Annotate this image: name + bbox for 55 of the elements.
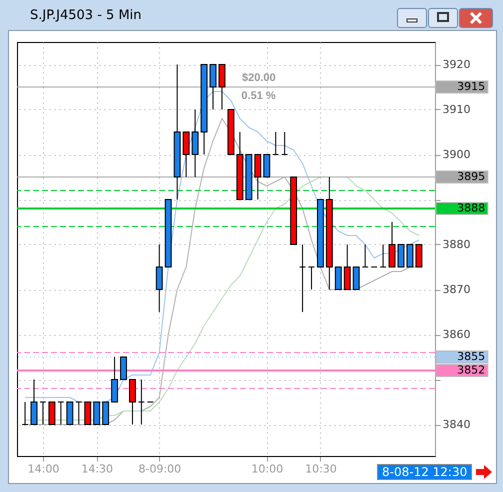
candlestick <box>334 266 342 290</box>
text: 8-08-12 12:30 <box>377 464 472 480</box>
y-tick-label: 3910 <box>442 103 470 116</box>
ref-line-label: 3915 <box>457 80 486 93</box>
candlestick <box>308 266 315 290</box>
candlestick <box>388 222 396 268</box>
candlestick <box>398 244 404 268</box>
candlestick <box>352 266 360 290</box>
candlestick <box>156 244 163 312</box>
candlestick <box>30 379 38 425</box>
candlestick <box>40 402 46 425</box>
candlestick <box>120 356 127 380</box>
annotation: 0.51 % <box>241 90 276 102</box>
y-tick-label: 3840 <box>442 418 470 431</box>
candlestick <box>138 379 145 425</box>
y-tick-label: 3860 <box>442 328 470 341</box>
y-tick-label: 3880 <box>442 238 470 251</box>
candlestick <box>192 109 199 178</box>
candlestick <box>362 244 369 268</box>
candlestick <box>263 154 270 178</box>
y-tick-label: 3920 <box>442 58 470 71</box>
candlestick <box>57 402 64 425</box>
candlestick <box>254 154 262 200</box>
candlestick <box>111 356 118 402</box>
candlestick <box>218 64 226 110</box>
y-tick-label: 3900 <box>442 148 470 161</box>
candlestick <box>75 402 82 425</box>
ref-line-label: 3895 <box>457 170 486 183</box>
candlestick <box>406 244 414 268</box>
candlestick <box>102 402 110 425</box>
candlestick <box>210 64 216 110</box>
x-tick-label: 10:00 <box>251 462 284 476</box>
y-tick-label: 3870 <box>442 283 470 296</box>
candlestick <box>93 402 100 425</box>
ref-line-label: 3855 <box>457 350 486 363</box>
candlestick <box>84 402 92 425</box>
candlestick <box>380 244 387 268</box>
chart-title: S.JP.J4503 - 5 Min <box>30 8 142 23</box>
ref-line-label: 3888 <box>457 202 486 214</box>
candlestick <box>129 379 136 425</box>
x-tick-label: 14:30 <box>81 462 114 476</box>
candlestick <box>281 132 288 155</box>
ref-line-label: 3852 <box>457 364 486 376</box>
candlestick <box>48 402 56 425</box>
x-tick-label: 8-09:00 <box>138 462 182 476</box>
candlestick <box>344 244 351 290</box>
candlestick <box>22 402 29 425</box>
candlestick <box>299 244 306 312</box>
x-tick-label: 14:00 <box>28 462 60 476</box>
x-tick-label: 10:30 <box>305 462 337 476</box>
candlestick <box>66 402 74 425</box>
candlestick <box>415 244 422 268</box>
annotation: $20.00 <box>242 72 276 84</box>
candlestick <box>182 132 190 178</box>
candlestick <box>272 132 280 155</box>
